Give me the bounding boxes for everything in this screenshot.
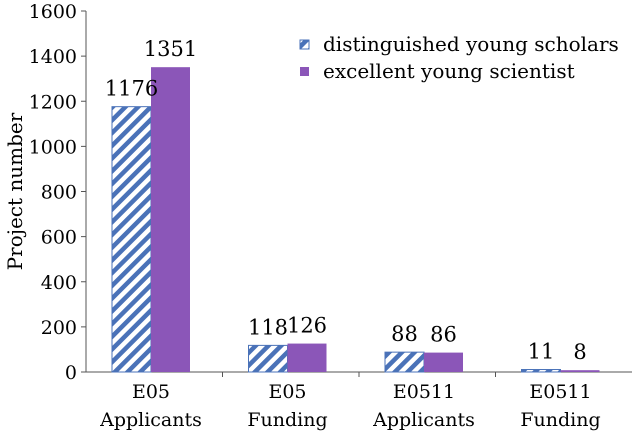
- y-tick-label: 1200: [29, 91, 77, 113]
- bar-excellent-0: [151, 67, 190, 372]
- data-label: 126: [287, 314, 327, 338]
- y-tick-label: 0: [65, 362, 77, 384]
- data-label: 1176: [105, 77, 158, 101]
- bar-distinguished-2: [384, 351, 425, 373]
- x-tick-label: Funding: [247, 409, 327, 431]
- x-tick-label: E0511: [529, 381, 591, 403]
- x-tick-label: E05: [132, 381, 170, 403]
- data-label: 11: [528, 340, 555, 364]
- data-label: 1351: [144, 37, 197, 61]
- y-axis-title: Project number: [3, 112, 27, 270]
- legend-swatch-excellent: [300, 67, 309, 76]
- bar-distinguished-0: [111, 106, 152, 373]
- bar-distinguished-1: [248, 344, 288, 373]
- y-tick-label: 600: [41, 227, 77, 249]
- data-label: 118: [248, 315, 288, 339]
- y-tick-label: 1000: [29, 136, 77, 158]
- data-label: 8: [573, 340, 586, 364]
- x-tick-label: Applicants: [99, 409, 202, 431]
- bar-excellent-2: [424, 352, 463, 372]
- bars-group: [111, 67, 600, 373]
- legend-label: excellent young scientist: [323, 59, 575, 83]
- data-label: 88: [391, 322, 418, 346]
- bar-excellent-1: [287, 343, 327, 372]
- legend: distinguished young scholars excellent yo…: [299, 32, 619, 83]
- y-tick-label: 1600: [29, 1, 77, 23]
- y-tick-label: 200: [41, 317, 77, 339]
- y-tick-label: 800: [41, 182, 77, 204]
- data-label: 86: [430, 323, 457, 347]
- x-tick-label: E05: [268, 381, 306, 403]
- bar-distinguished-3: [521, 369, 561, 373]
- x-tick-label: Applicants: [372, 409, 475, 431]
- legend-swatch-distinguished: [299, 39, 310, 50]
- x-tick-label: E0511: [393, 381, 455, 403]
- axes: 0 200 400 600 800 1000 1200 1400 1600 Project num…: [3, 1, 632, 431]
- bar-excellent-3: [560, 370, 600, 372]
- x-tick-label: Funding: [520, 409, 600, 431]
- y-tick-label: 400: [41, 272, 77, 294]
- legend-label: distinguished young scholars: [323, 32, 619, 56]
- y-tick-label: 1400: [29, 46, 77, 68]
